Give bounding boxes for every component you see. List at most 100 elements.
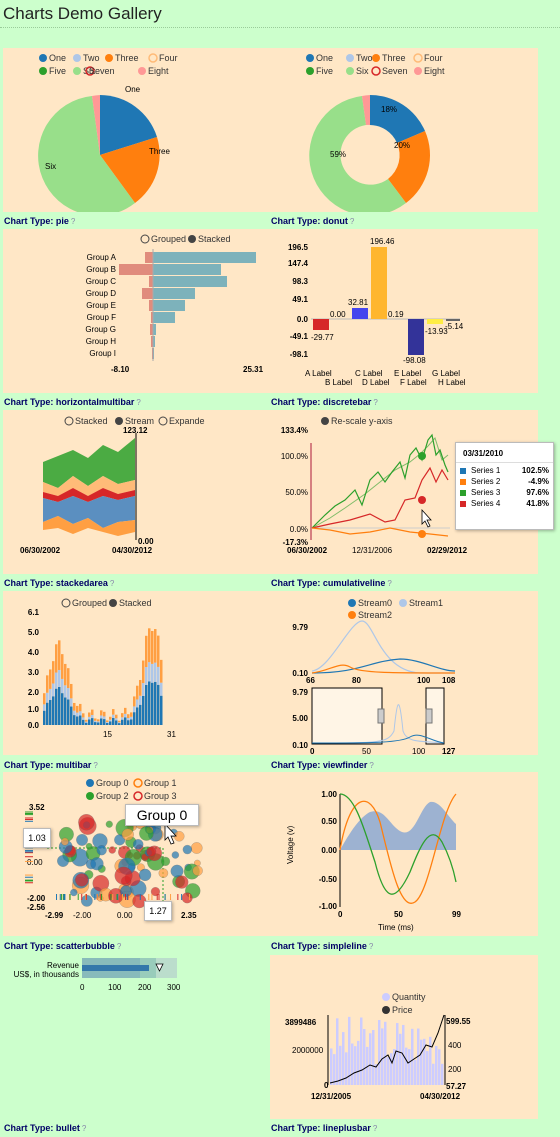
bullet-axis: 0 100 200 300 xyxy=(80,983,181,992)
svg-text:Group A: Group A xyxy=(87,253,117,262)
help-icon[interactable]: ? xyxy=(373,398,378,407)
svg-text:20%: 20% xyxy=(394,141,410,150)
svg-text:-2.99: -2.99 xyxy=(45,911,64,920)
chart-type-link-cumulativeline[interactable]: cumulativeline xyxy=(322,578,386,588)
help-icon[interactable]: ? xyxy=(369,761,374,770)
svg-text:Group 2: Group 2 xyxy=(96,791,129,801)
svg-text:2.35: 2.35 xyxy=(181,911,197,920)
svg-text:Time (ms): Time (ms) xyxy=(378,923,414,932)
help-icon[interactable]: ? xyxy=(387,579,392,588)
multibar-yaxis: 6.1 5.0 4.0 3.0 2.0 1.0 0.0 xyxy=(28,608,40,730)
chart-type-link-discretebar[interactable]: discretebar xyxy=(322,397,372,407)
svg-text:B Label: B Label xyxy=(325,378,352,387)
svg-text:108: 108 xyxy=(442,676,456,685)
svg-text:Group C: Group C xyxy=(86,277,116,286)
chart-type-link-viewfinder[interactable]: viewfinder xyxy=(322,760,368,770)
series-3-line[interactable] xyxy=(311,433,449,529)
multibar-chart: Grouped Stacked 6.1 5.0 4.0 3.0 2.0 1.0 … xyxy=(28,598,177,739)
help-icon[interactable]: ? xyxy=(116,942,122,951)
svg-text:-13.93: -13.93 xyxy=(425,327,448,336)
chart-type-link-lineplusbar[interactable]: lineplusbar xyxy=(322,1123,371,1133)
chart-type-link-bullet[interactable]: bullet xyxy=(55,1123,80,1133)
svg-text:-98.1: -98.1 xyxy=(290,350,309,359)
pie-slices[interactable] xyxy=(38,95,160,212)
svg-text:-49.1: -49.1 xyxy=(290,332,309,341)
svg-text:-17.3%: -17.3% xyxy=(283,538,308,547)
svg-text:04/30/2012: 04/30/2012 xyxy=(112,546,153,555)
stream1-line[interactable] xyxy=(311,620,455,674)
help-icon[interactable]: ? xyxy=(81,1124,87,1133)
donut-legend[interactable]: One Two Three Four Five Six Seven Eight xyxy=(306,53,445,76)
lineplusbar-legend[interactable]: Quantity Price xyxy=(382,992,426,1015)
cosine-wave-line[interactable] xyxy=(339,793,457,895)
svg-text:200: 200 xyxy=(138,983,152,992)
stream0-line[interactable] xyxy=(311,658,456,674)
help-icon[interactable]: ? xyxy=(93,761,98,770)
horizontalmultibar-panel: Grouped Stacked Group A Group B Group C … xyxy=(3,229,271,393)
simpleline-area[interactable] xyxy=(340,801,456,850)
chart-type-link-multibar[interactable]: multibar xyxy=(55,760,92,770)
chart-type-link-stackedarea[interactable]: stackedarea xyxy=(55,578,108,588)
svg-text:15: 15 xyxy=(103,730,112,739)
chart-type-link-simpleline[interactable]: simpleline xyxy=(322,941,367,951)
svg-text:Eight: Eight xyxy=(148,66,169,76)
svg-text:100: 100 xyxy=(412,747,426,755)
help-icon[interactable]: ? xyxy=(368,942,374,951)
chart-type-link-horizontalmultibar[interactable]: horizontalmultibar xyxy=(55,397,135,407)
help-icon[interactable]: ? xyxy=(109,579,115,588)
stackedarea-controls[interactable]: Stacked Stream Expande xyxy=(64,416,205,426)
price-line[interactable] xyxy=(329,1014,445,1084)
viewfinder-legend[interactable]: Stream0 Stream1 Stream2 xyxy=(348,598,443,620)
help-icon[interactable]: ? xyxy=(372,1124,378,1133)
cumulativeline-yaxis: 133.4% 100.0% 50.0% 0.0% -17.3% xyxy=(281,426,308,547)
rescale-control[interactable]: Re-scale y-axis xyxy=(321,416,393,426)
cumulativeline-chart: Re-scale y-axis 133.4% 100.0% 50.0% 0.0%… xyxy=(281,416,468,555)
svg-text:Grouped: Grouped xyxy=(151,234,186,244)
svg-text:0.00: 0.00 xyxy=(321,846,337,855)
svg-text:-0.50: -0.50 xyxy=(319,875,338,884)
lineplusbar-bars[interactable] xyxy=(330,1016,444,1085)
svg-text:-8.10: -8.10 xyxy=(111,365,130,374)
stackedarea-areas[interactable] xyxy=(43,438,135,536)
bullet-ranges[interactable] xyxy=(82,958,177,978)
series-2-line[interactable] xyxy=(311,527,449,537)
scatterbubble-points[interactable] xyxy=(57,814,203,909)
multibar-bars[interactable] xyxy=(43,628,163,725)
svg-text:12/31/2005: 12/31/2005 xyxy=(311,1092,352,1101)
donut-slices[interactable] xyxy=(309,95,431,212)
scatterbubble-tooltip: Group 0 xyxy=(125,804,199,826)
svg-text:0.19: 0.19 xyxy=(388,310,404,319)
svg-text:2000000: 2000000 xyxy=(292,1046,324,1055)
help-icon[interactable]: ? xyxy=(136,398,141,407)
svg-text:Three: Three xyxy=(115,53,139,63)
multibar-controls[interactable]: Grouped Stacked xyxy=(61,598,152,608)
stackedarea-panel: Stacked Stream Expande 123.12 0.00 06/30… xyxy=(3,410,271,574)
svg-text:-2.00: -2.00 xyxy=(73,911,92,920)
discretebar-bars[interactable] xyxy=(313,247,460,355)
stream2-line[interactable] xyxy=(311,664,456,674)
svg-text:196.5: 196.5 xyxy=(288,243,309,252)
chart-type-link-pie[interactable]: pie xyxy=(55,216,69,226)
help-icon[interactable]: ? xyxy=(70,217,76,226)
pie-legend[interactable]: One Two Three Four Five Six Seven Eight xyxy=(39,53,178,76)
help-icon[interactable]: ? xyxy=(349,217,355,226)
brush-handle-right[interactable] xyxy=(425,708,433,724)
chart-type-link-donut[interactable]: donut xyxy=(322,216,348,226)
svg-text:Group 0: Group 0 xyxy=(96,778,129,788)
donut-chart-panel: One Two Three Four Five Six Seven Eight … xyxy=(270,48,538,212)
svg-text:49.1: 49.1 xyxy=(292,295,308,304)
svg-text:One: One xyxy=(316,53,333,63)
svg-text:0: 0 xyxy=(310,747,315,755)
svg-text:0: 0 xyxy=(338,910,343,919)
series-4-line[interactable] xyxy=(311,466,449,529)
bullet-marker-icon[interactable] xyxy=(155,963,164,972)
chart-type-link-scatterbubble[interactable]: scatterbubble xyxy=(55,941,115,951)
svg-text:H Label: H Label xyxy=(438,378,466,387)
multibar-controls[interactable]: Grouped Stacked xyxy=(140,234,231,244)
series-1-line[interactable] xyxy=(311,437,449,529)
sine-wave-line[interactable] xyxy=(339,793,457,904)
hbar-bars[interactable] xyxy=(119,252,256,359)
brush-handle-left[interactable] xyxy=(377,708,385,724)
scatterbubble-legend[interactable]: Group 0 Group 1 Group 2 Group 3 xyxy=(86,778,177,801)
bullet-chart: Revenue US$, in thousands 0 100 200 300 xyxy=(14,958,181,992)
